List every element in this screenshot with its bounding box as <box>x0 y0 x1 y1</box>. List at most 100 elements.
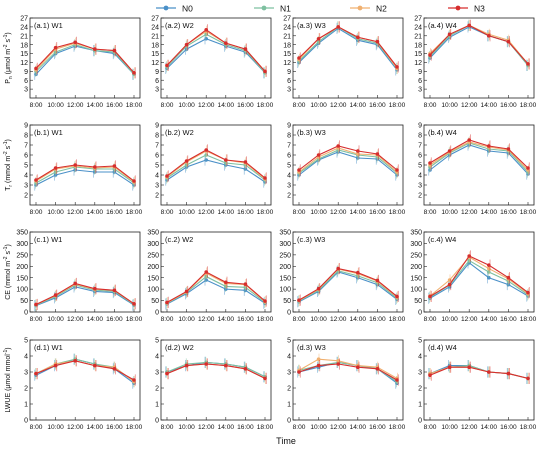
y-tick-label: 6 <box>24 78 28 85</box>
x-tick-label: 18:00 <box>126 316 143 323</box>
panel-title: (a.3) W3 <box>297 21 326 30</box>
data-point <box>428 53 432 57</box>
y-tick-label: 6 <box>418 78 422 85</box>
data-point <box>204 158 208 162</box>
series-N3 <box>165 24 267 77</box>
data-point <box>204 28 208 32</box>
data-point <box>184 363 189 368</box>
series-N2 <box>165 267 267 309</box>
y-tick-label: 2 <box>418 386 422 393</box>
x-tick-label: 8:00 <box>30 102 43 109</box>
x-tick-label: 8:00 <box>293 424 306 431</box>
data-point <box>165 371 169 376</box>
x-tick-label: 8:00 <box>161 316 174 323</box>
series-N3 <box>34 159 136 187</box>
data-point <box>506 147 511 151</box>
data-point <box>428 161 432 165</box>
y-tick-label: 100 <box>147 287 159 294</box>
x-tick-label: 14:00 <box>481 424 498 431</box>
data-point <box>243 47 248 51</box>
y-tick-label: 9 <box>287 123 291 130</box>
x-tick-label: 16:00 <box>500 102 517 109</box>
y-tick-label: 27 <box>414 16 422 23</box>
x-tick-label: 8:00 <box>30 316 43 323</box>
x-tick-label: 14:00 <box>350 316 367 323</box>
x-tick-label: 18:00 <box>257 316 274 323</box>
data-point <box>53 363 58 368</box>
data-point <box>428 294 432 299</box>
x-tick-label: 12:00 <box>330 316 347 323</box>
x-tick-label: 14:00 <box>481 316 498 323</box>
series-N1 <box>428 360 530 384</box>
x-tick-label: 18:00 <box>389 209 406 216</box>
series-line <box>35 286 135 307</box>
series-line <box>298 149 398 174</box>
panel-title: (c.3) W3 <box>297 235 325 244</box>
x-tick-label: 12:00 <box>198 424 215 431</box>
x-tick-label: 16:00 <box>369 209 386 216</box>
x-tick-label: 10:00 <box>47 316 64 323</box>
x-tick-label: 8:00 <box>161 209 174 216</box>
y-axis-label: CE (mmol m-2​ s-1​) <box>3 244 12 300</box>
series-N0 <box>428 257 530 304</box>
series-N3 <box>428 361 530 384</box>
data-point <box>224 158 228 162</box>
y-tick-label: 5 <box>418 163 422 170</box>
data-point <box>428 373 432 378</box>
panel-frame <box>160 339 272 421</box>
x-tick-label: 18:00 <box>126 424 143 431</box>
y-tick-label: 0 <box>24 418 28 425</box>
x-tick-label: 18:00 <box>520 316 537 323</box>
y-tick-label: 3 <box>287 87 291 94</box>
x-tick-label: 12:00 <box>198 102 215 109</box>
data-point <box>224 280 228 285</box>
y-tick-label: 3 <box>24 370 28 377</box>
y-tick-label: 4 <box>287 173 291 180</box>
x-tick-label: 8:00 <box>293 102 306 109</box>
y-tick-label: 150 <box>410 275 422 282</box>
series-N3 <box>297 262 399 306</box>
data-point <box>132 301 136 306</box>
y-tick-label: 100 <box>279 287 291 294</box>
y-axis-label: LWUE (μmol mmol-1​) <box>3 347 12 412</box>
data-point <box>467 365 472 370</box>
series-line <box>166 33 266 74</box>
series-line <box>429 366 529 379</box>
data-point <box>204 278 208 282</box>
y-tick-label: 200 <box>16 264 28 271</box>
series-line <box>166 154 266 181</box>
series-line <box>298 270 398 302</box>
x-tick-label: 12:00 <box>198 209 215 216</box>
panel-frame <box>160 17 272 99</box>
data-point <box>93 165 97 169</box>
x-tick-label: 16:00 <box>237 424 254 431</box>
y-tick-label: 8 <box>24 133 28 140</box>
y-tick-label: 7 <box>287 143 291 150</box>
x-tick-label: 10:00 <box>441 424 458 431</box>
x-tick-label: 14:00 <box>218 209 235 216</box>
x-tick-label: 12:00 <box>461 209 478 216</box>
y-tick-label: 9 <box>155 69 159 76</box>
x-tick-label: 16:00 <box>369 316 386 323</box>
series-line <box>298 27 398 71</box>
x-tick-label: 18:00 <box>389 316 406 323</box>
legend-marker-N0 <box>163 5 169 11</box>
y-tick-label: 15 <box>283 51 291 58</box>
x-tick-label: 16:00 <box>237 316 254 323</box>
series-line <box>35 41 135 74</box>
data-point <box>467 254 472 258</box>
data-point <box>395 65 399 69</box>
x-tick-label: 14:00 <box>87 424 104 431</box>
y-tick-label: 1 <box>418 402 422 409</box>
y-tick-label: 3 <box>287 370 291 377</box>
data-point <box>395 378 399 382</box>
panel-title: (a.2) W2 <box>165 21 194 30</box>
y-tick-label: 1 <box>24 402 28 409</box>
x-tick-label: 8:00 <box>424 209 437 216</box>
y-tick-label: 7 <box>418 143 422 150</box>
data-point <box>73 40 77 45</box>
data-point <box>93 47 97 51</box>
